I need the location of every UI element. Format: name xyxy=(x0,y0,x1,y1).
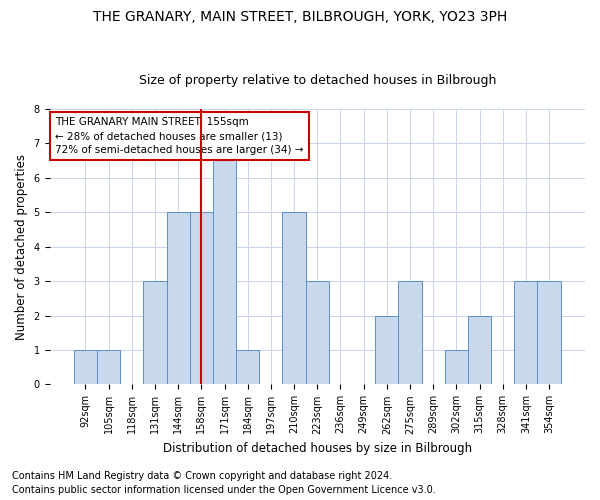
Title: Size of property relative to detached houses in Bilbrough: Size of property relative to detached ho… xyxy=(139,74,496,87)
Bar xyxy=(167,212,190,384)
Y-axis label: Number of detached properties: Number of detached properties xyxy=(15,154,28,340)
Text: THE GRANARY, MAIN STREET, BILBROUGH, YORK, YO23 3PH: THE GRANARY, MAIN STREET, BILBROUGH, YOR… xyxy=(93,10,507,24)
X-axis label: Distribution of detached houses by size in Bilbrough: Distribution of detached houses by size … xyxy=(163,442,472,455)
Bar xyxy=(514,281,538,384)
Bar xyxy=(213,144,236,384)
Bar xyxy=(305,281,329,384)
Bar xyxy=(445,350,468,384)
Text: Contains HM Land Registry data © Crown copyright and database right 2024.
Contai: Contains HM Land Registry data © Crown c… xyxy=(12,471,436,495)
Bar xyxy=(190,212,213,384)
Bar xyxy=(236,350,259,384)
Bar xyxy=(398,281,422,384)
Bar xyxy=(97,350,120,384)
Bar xyxy=(538,281,560,384)
Text: THE GRANARY MAIN STREET: 155sqm
← 28% of detached houses are smaller (13)
72% of: THE GRANARY MAIN STREET: 155sqm ← 28% of… xyxy=(55,118,304,156)
Bar xyxy=(468,316,491,384)
Bar xyxy=(143,281,167,384)
Bar xyxy=(283,212,305,384)
Bar xyxy=(74,350,97,384)
Bar xyxy=(375,316,398,384)
